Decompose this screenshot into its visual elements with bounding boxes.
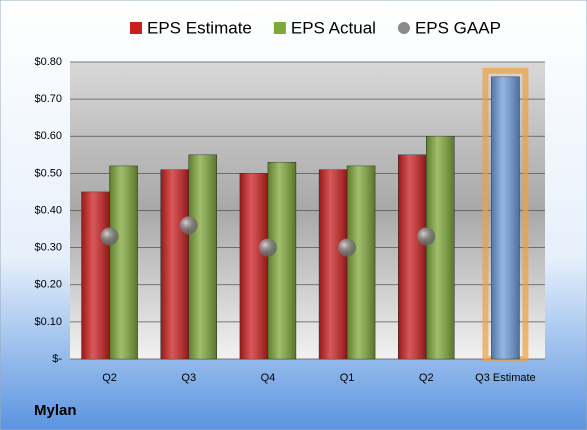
y-tick-label: $0.30 bbox=[34, 242, 62, 254]
bar-shine bbox=[81, 191, 110, 359]
legend-marker bbox=[130, 22, 142, 34]
y-tick-label: $0.80 bbox=[34, 56, 62, 68]
bar-shine bbox=[239, 173, 268, 359]
y-tick-label: $0.20 bbox=[34, 279, 62, 291]
point-shine bbox=[179, 216, 198, 235]
x-tick-label: Q2 bbox=[419, 372, 434, 384]
legend-marker bbox=[273, 22, 286, 34]
x-tick-label: Q1 bbox=[340, 372, 355, 384]
point-shine bbox=[417, 227, 436, 246]
y-tick-label: $0.60 bbox=[34, 130, 62, 142]
bar-shine bbox=[347, 165, 376, 359]
point-shine bbox=[100, 227, 119, 246]
legend-label: EPS Estimate bbox=[147, 18, 252, 37]
y-tick-label: $0.10 bbox=[34, 316, 62, 328]
chart-title: Mylan bbox=[34, 402, 77, 419]
x-tick-label: Q3 bbox=[181, 372, 196, 384]
bar-shine bbox=[319, 169, 348, 359]
bar-shine bbox=[188, 154, 217, 359]
bar-shine bbox=[426, 136, 455, 359]
y-tick-label: $0.50 bbox=[34, 167, 62, 179]
legend-marker bbox=[397, 22, 410, 34]
x-tick-label: Q4 bbox=[261, 372, 276, 384]
y-tick-label: $- bbox=[52, 353, 62, 365]
bar-shine bbox=[267, 162, 296, 359]
bar-shine bbox=[109, 165, 138, 359]
bar-shine bbox=[491, 76, 520, 359]
bar-shine bbox=[160, 169, 189, 359]
x-tick-label: Q2 bbox=[102, 372, 117, 384]
x-tick-label: Q3 Estimate bbox=[475, 372, 536, 384]
y-tick-label: $0.40 bbox=[34, 204, 62, 216]
bar-shine bbox=[398, 154, 427, 359]
y-tick-label: $0.70 bbox=[34, 93, 62, 105]
point-shine bbox=[258, 238, 277, 257]
legend-label: EPS GAAP bbox=[415, 18, 501, 37]
legend-label: EPS Actual bbox=[291, 18, 376, 37]
point-shine bbox=[338, 238, 357, 257]
